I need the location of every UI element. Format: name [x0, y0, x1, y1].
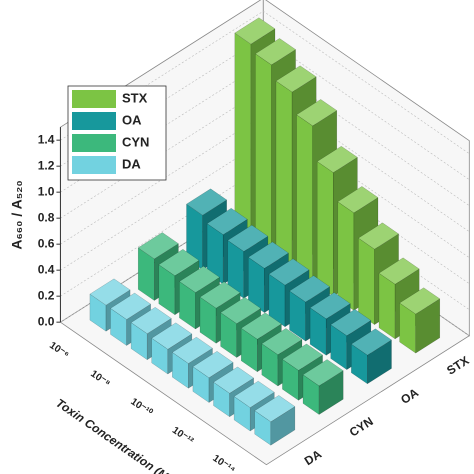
bar-top	[296, 99, 338, 127]
legend-swatch	[72, 134, 116, 152]
y-tick-label: 0.4	[38, 262, 55, 276]
x-tick-label: 10⁻⁸	[88, 368, 112, 389]
bar-top	[302, 359, 344, 387]
bar-front	[378, 272, 396, 340]
bar-front	[296, 114, 313, 283]
bar-top	[350, 328, 392, 356]
x-tick-label: 10⁻¹⁴	[210, 453, 237, 474]
bar-top	[206, 207, 248, 236]
bar-top	[178, 265, 221, 293]
y-tick-label: 1.4	[38, 132, 55, 146]
bar-top	[192, 350, 234, 379]
y-axis-label: A₆₆₀ / A₅₂₀	[9, 180, 25, 249]
bar	[350, 328, 392, 385]
bar	[399, 287, 441, 354]
bar-top	[220, 297, 262, 324]
x-tick-label: 10⁻¹⁰	[128, 396, 154, 419]
bar-top	[158, 248, 200, 277]
bar-front	[358, 237, 375, 326]
bar-top	[281, 343, 324, 371]
y-tick-label: 0.6	[38, 236, 55, 250]
bar-top	[268, 258, 310, 286]
bar-top	[261, 328, 303, 356]
bar-top	[247, 241, 289, 269]
legend-swatch	[72, 156, 116, 174]
bar-top	[130, 307, 172, 334]
bar-top	[357, 222, 400, 250]
x-tick-label: 10⁻⁶	[47, 340, 71, 361]
bar-front	[337, 201, 355, 311]
bar-top	[289, 275, 331, 303]
bar-front	[316, 161, 334, 297]
bar-top	[399, 287, 441, 315]
bar-top	[337, 186, 379, 214]
y-tick-label: 1.0	[38, 184, 55, 198]
legend-label: OA	[122, 112, 142, 127]
legend-label: CYN	[122, 134, 149, 149]
bar-top	[240, 312, 282, 340]
legend-label: STX	[122, 90, 148, 105]
legend-label: DA	[122, 156, 141, 171]
depth-tick-label: CYN	[347, 414, 376, 439]
bar-top	[171, 336, 213, 364]
bar-top	[254, 395, 296, 423]
bar-top	[330, 308, 372, 337]
bar	[254, 395, 296, 446]
bar-top	[275, 65, 317, 93]
bar-top	[151, 322, 193, 350]
y-tick-label: 0.0	[38, 314, 55, 328]
bar-top	[234, 17, 276, 45]
x-tick-label: 10⁻¹²	[170, 425, 196, 448]
bar-top	[110, 292, 152, 320]
bar-top	[378, 257, 420, 285]
bar-front	[255, 53, 272, 254]
bar-top	[186, 188, 228, 216]
bar-front	[275, 80, 293, 269]
bar-top	[254, 38, 297, 66]
depth-tick-label: STX	[444, 353, 471, 377]
y-tick-label: 0.8	[38, 210, 55, 224]
legend-swatch	[72, 112, 116, 130]
y-tick-label: 1.2	[38, 158, 55, 172]
y-tick-label: 0.2	[38, 288, 55, 302]
bar-top	[199, 281, 241, 309]
legend-swatch	[72, 90, 116, 108]
depth-tick-label: OA	[398, 385, 421, 407]
bar-top	[227, 224, 269, 252]
x-axis-label: Toxin Concentration (M)	[53, 396, 174, 474]
bar-top	[137, 232, 179, 260]
bar	[302, 359, 344, 415]
depth-tick-label: DA	[302, 447, 324, 468]
bar-top	[309, 292, 351, 320]
bar-top	[213, 366, 255, 394]
bar-top	[89, 278, 131, 306]
bar-top	[316, 145, 358, 173]
bar-top	[233, 380, 275, 408]
bar-front	[234, 32, 252, 240]
